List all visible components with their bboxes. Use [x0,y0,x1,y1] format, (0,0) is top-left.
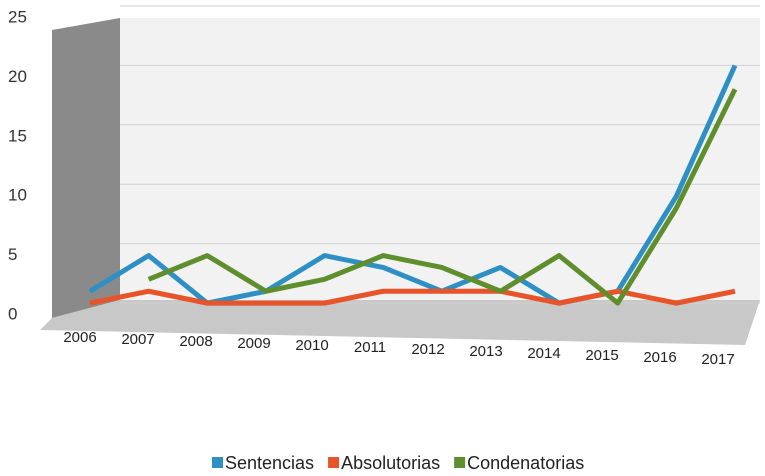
x-tick-label: 2006 [63,329,96,346]
legend-swatch [212,457,223,468]
x-tick-label: 2009 [237,335,270,352]
x-tick-label: 2008 [179,333,212,350]
line [89,288,736,306]
legend-label: Absolutorias [341,453,440,473]
x-tick-label: 2015 [585,347,618,364]
legend-label: Condenatorias [467,453,584,473]
legend: Sentencias Absolutorias Condenatorias [212,453,584,473]
line [88,64,738,306]
x-tick-label: 2012 [411,341,444,358]
side-wall [52,18,120,318]
y-tick-label: 10 [8,186,27,205]
legend-label: Sentencias [225,453,314,473]
legend-swatch [328,457,340,468]
y-tick-label: 15 [8,126,27,145]
y-tick-label: 25 [8,7,27,26]
floor [40,300,760,345]
back-wall [52,18,760,318]
x-tick-label: 2007 [121,331,154,348]
x-tick-label: 2011 [354,339,386,356]
x-tick-label: 2010 [295,337,328,354]
x-tick-label: 2013 [469,343,502,360]
y-tick-label: 5 [8,245,17,264]
y-tick-label: 20 [8,67,27,86]
x-tick-label: 2014 [527,345,560,362]
line [147,88,738,306]
y-tick-label: 0 [8,304,17,323]
x-tick-label: 2016 [643,349,676,366]
x-tick-label: 2017 [701,351,734,368]
legend-swatch [454,457,466,468]
